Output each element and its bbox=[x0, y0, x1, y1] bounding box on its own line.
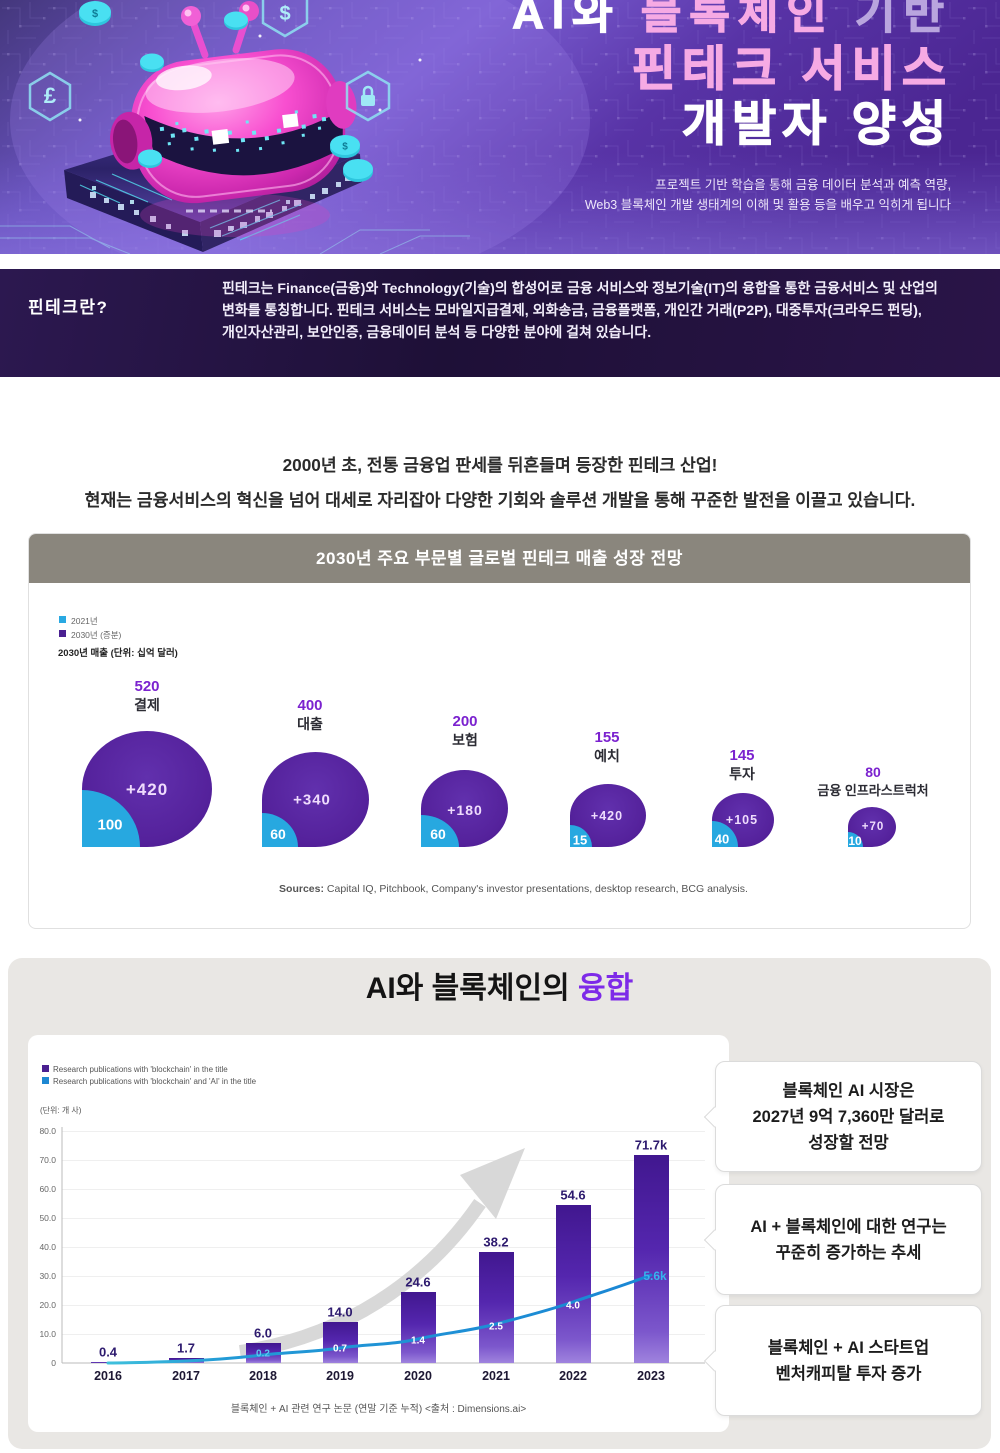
svg-text:$: $ bbox=[342, 142, 348, 153]
svg-text:$: $ bbox=[279, 3, 290, 25]
svg-text:$: $ bbox=[92, 8, 98, 20]
svg-text:£: £ bbox=[44, 83, 57, 108]
